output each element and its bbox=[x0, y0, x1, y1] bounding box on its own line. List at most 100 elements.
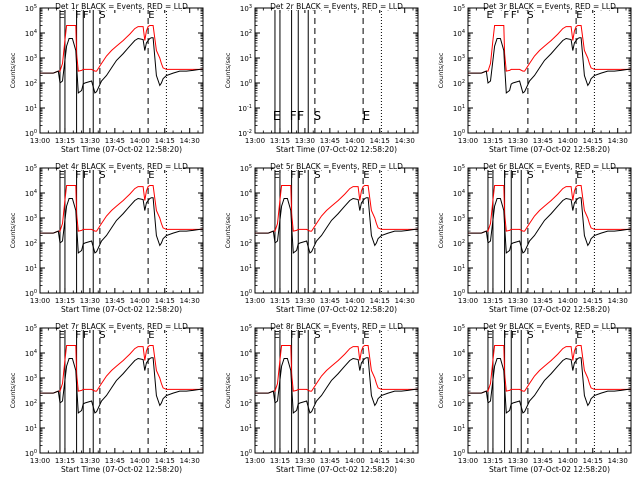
flag-label: F bbox=[290, 109, 297, 123]
y-tick-label: 103 bbox=[25, 374, 37, 383]
series-lld-line bbox=[40, 345, 203, 394]
panel-title: Det 8r BLACK = Events, RED = LLD bbox=[270, 322, 403, 331]
x-tick-label: 13:45 bbox=[320, 457, 340, 465]
flag-label: E bbox=[148, 10, 154, 21]
x-tick-label: 13:45 bbox=[105, 297, 125, 305]
x-axis-label: Start Time (07-Oct-02 12:58:20) bbox=[489, 465, 610, 474]
x-tick-label: 14:00 bbox=[130, 297, 150, 305]
x-axis-label: Start Time (07-Oct-02 12:58:20) bbox=[61, 465, 182, 474]
y-tick-label: 102 bbox=[453, 239, 465, 248]
y-axis-label: Counts/sec bbox=[224, 372, 232, 408]
x-axis-label: Start Time (07-Oct-02 12:58:20) bbox=[489, 305, 610, 314]
series-events-line bbox=[468, 37, 631, 94]
flag-label: E bbox=[486, 330, 492, 341]
x-tick-label: 14:30 bbox=[180, 137, 200, 145]
y-tick-label: 105 bbox=[240, 324, 252, 333]
series-lld-line bbox=[468, 185, 631, 234]
title-backing bbox=[59, 1, 184, 10]
flag-label: F bbox=[75, 170, 81, 181]
flag-label: S bbox=[99, 170, 105, 181]
flag-label: E bbox=[486, 10, 492, 21]
series-lld-line bbox=[468, 345, 631, 394]
y-tick-label: 101 bbox=[25, 424, 37, 433]
panel-title: Det 4r BLACK = Events, RED = LLD bbox=[55, 162, 188, 171]
x-axis-label: Start Time (07-Oct-02 12:58:20) bbox=[276, 305, 397, 314]
x-tick-label: 14:30 bbox=[608, 137, 628, 145]
y-tick-label: 105 bbox=[25, 4, 37, 13]
x-tick-label: 13:30 bbox=[80, 297, 100, 305]
flag-label: F bbox=[290, 330, 296, 341]
y-tick-label: 105 bbox=[25, 164, 37, 173]
y-tick-label: 102 bbox=[25, 79, 37, 88]
flag-label: F bbox=[511, 330, 517, 341]
series-events-line bbox=[255, 357, 418, 414]
y-axis-label: Counts/sec bbox=[224, 212, 232, 248]
y-axis-label: Counts/sec bbox=[437, 52, 445, 88]
y-tick-label: 100 bbox=[240, 289, 252, 298]
panel-title: Det 7r BLACK = Events, RED = LLD bbox=[55, 322, 188, 331]
series-events-line bbox=[40, 37, 203, 94]
y-tick-label: 100 bbox=[25, 449, 37, 458]
y-tick-label: 103 bbox=[453, 54, 465, 63]
x-tick-label: 13:00 bbox=[30, 457, 50, 465]
x-tick-label: 14:00 bbox=[345, 137, 365, 145]
y-tick-label: 101 bbox=[240, 264, 252, 273]
y-tick-label: 104 bbox=[25, 349, 37, 358]
series-lld-line bbox=[40, 185, 203, 234]
panel-title: Det 2r BLACK = Events, RED = LLD bbox=[270, 2, 403, 11]
y-tick-label: 102 bbox=[240, 239, 252, 248]
y-tick-label: 104 bbox=[25, 189, 37, 198]
x-tick-label: 13:00 bbox=[458, 457, 478, 465]
y-axis-label: Counts/sec bbox=[437, 372, 445, 408]
x-tick-label: 13:00 bbox=[245, 137, 265, 145]
flag-label: F bbox=[298, 330, 304, 341]
flag-label: E bbox=[576, 170, 582, 181]
y-tick-label: 101 bbox=[453, 104, 465, 113]
y-tick-label: 100 bbox=[453, 289, 465, 298]
x-tick-label: 14:00 bbox=[345, 297, 365, 305]
flag-label: F bbox=[75, 330, 81, 341]
panel-3: 100 101 102 103 104 105 13:00 13:15 13:30 13:45 14… bbox=[437, 1, 632, 154]
x-tick-label: 13:30 bbox=[508, 297, 528, 305]
y-tick-label: 101 bbox=[240, 424, 252, 433]
y-tick-label: 104 bbox=[453, 349, 465, 358]
x-tick-label: 13:45 bbox=[105, 457, 125, 465]
series-lld-line bbox=[255, 345, 418, 394]
panel-title: Det 9r BLACK = Events, RED = LLD bbox=[483, 322, 616, 331]
x-tick-label: 14:15 bbox=[155, 297, 175, 305]
y-tick-label: 100 bbox=[240, 79, 252, 88]
title-backing bbox=[274, 161, 399, 170]
title-backing bbox=[487, 321, 612, 330]
x-axis-label: Start Time (07-Oct-02 12:58:20) bbox=[61, 145, 182, 154]
y-tick-label: 104 bbox=[240, 349, 252, 358]
y-tick-label: 103 bbox=[240, 374, 252, 383]
panel-9: 100 101 102 103 104 105 13:00 13:15 13:30 13:45 14… bbox=[437, 321, 632, 474]
panel-8: 100 101 102 103 104 105 13:00 13:15 13:30 13:45 14… bbox=[224, 321, 419, 474]
title-backing bbox=[487, 1, 612, 10]
x-tick-label: 13:15 bbox=[270, 457, 290, 465]
x-axis-label: Start Time (07-Oct-02 12:58:20) bbox=[276, 465, 397, 474]
x-tick-label: 13:45 bbox=[533, 457, 553, 465]
y-tick-label: 104 bbox=[25, 29, 37, 38]
y-tick-label: 103 bbox=[453, 374, 465, 383]
plot-frame bbox=[467, 7, 632, 134]
flag-label: F bbox=[83, 10, 89, 21]
panel-title: Det 6r BLACK = Events, RED = LLD bbox=[483, 162, 616, 171]
flag-label: F bbox=[503, 10, 509, 21]
x-tick-label: 14:00 bbox=[558, 297, 578, 305]
y-axis-label: Counts/sec bbox=[437, 212, 445, 248]
x-axis-label: Start Time (07-Oct-02 12:58:20) bbox=[489, 145, 610, 154]
x-tick-label: 14:15 bbox=[370, 137, 390, 145]
x-tick-label: 13:00 bbox=[458, 137, 478, 145]
x-tick-label: 13:30 bbox=[295, 297, 315, 305]
flag-label: F bbox=[503, 330, 509, 341]
flag-label: E bbox=[363, 109, 371, 123]
x-tick-label: 13:15 bbox=[483, 297, 503, 305]
flag-label: S bbox=[527, 170, 533, 181]
x-tick-label: 13:15 bbox=[483, 457, 503, 465]
x-tick-label: 13:30 bbox=[508, 137, 528, 145]
x-tick-label: 13:00 bbox=[30, 137, 50, 145]
flag-label: E bbox=[273, 330, 279, 341]
flag-label: F bbox=[83, 330, 89, 341]
